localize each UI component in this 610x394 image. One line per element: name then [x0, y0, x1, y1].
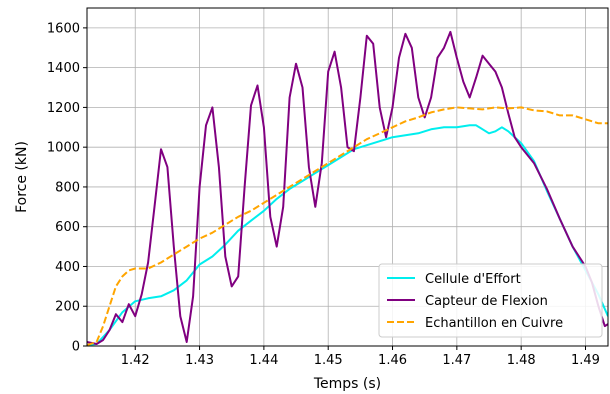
plot-frame	[86, 7, 609, 347]
y-tick-label: 1000	[47, 141, 80, 156]
y-tick-label: 1600	[47, 21, 80, 36]
x-tick-label: 1.42	[121, 353, 150, 368]
x-tick-label: 1.45	[314, 353, 343, 368]
series-layer	[87, 30, 608, 346]
legend-label: Echantillon en Cuivre	[425, 316, 563, 331]
legend: Cellule d'Effort Capteur de Flexion Echant…	[378, 263, 603, 338]
y-tick-label: 800	[55, 180, 80, 195]
x-axis-label: Temps (s)	[313, 376, 381, 392]
legend-label: Cellule d'Effort	[425, 272, 521, 287]
legend-label: Capteur de Flexion	[425, 294, 548, 309]
x-tick-label: 1.47	[442, 353, 471, 368]
x-tick-label: 1.44	[249, 353, 278, 368]
x-axis-ticks: 1.42 1.43 1.44 1.45 1.46 1.47 1.48 1.49	[121, 346, 600, 368]
x-tick-label: 1.43	[185, 353, 214, 368]
y-axis-ticks: 0 200 400 600 800 1000 1200 1400 1600	[47, 21, 87, 355]
y-tick-label: 1400	[47, 61, 80, 76]
y-tick-label: 200	[55, 300, 80, 315]
x-tick-label: 1.49	[571, 353, 600, 368]
y-tick-label: 0	[72, 340, 80, 355]
y-tick-label: 600	[55, 220, 80, 235]
x-tick-label: 1.48	[507, 353, 536, 368]
series-line-2	[87, 106, 608, 346]
y-tick-label: 1200	[47, 101, 80, 116]
legend-box	[378, 263, 603, 338]
series-line-1	[87, 30, 608, 345]
y-axis-label: Force (kN)	[14, 141, 30, 213]
y-tick-label: 400	[55, 260, 80, 275]
x-tick-label: 1.46	[378, 353, 407, 368]
